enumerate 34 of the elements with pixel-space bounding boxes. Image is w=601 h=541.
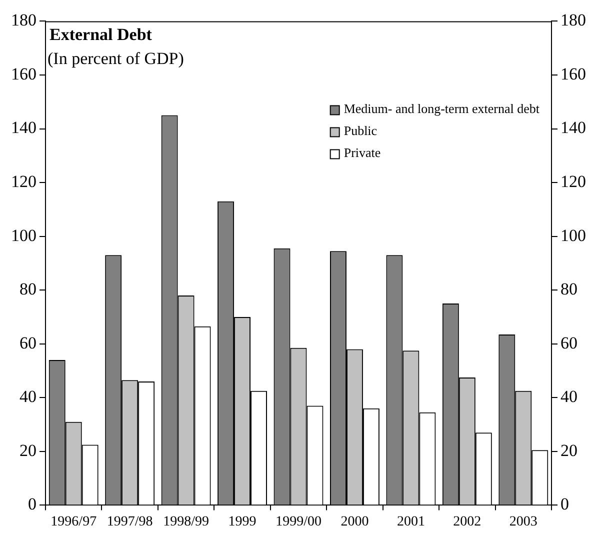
legend-label: Private bbox=[344, 145, 381, 160]
y2-tick-label: 160 bbox=[560, 64, 586, 84]
y2-tick-label: 60 bbox=[560, 333, 578, 352]
x-tick-label: 1997/98 bbox=[106, 514, 153, 530]
y-tick-label: 20 bbox=[20, 440, 36, 460]
y2-tick-label: 80 bbox=[560, 280, 578, 299]
legend-label: Public bbox=[344, 123, 378, 138]
x-tick-label: 2003 bbox=[509, 514, 538, 530]
y-tick-label: 60 bbox=[20, 333, 36, 352]
x-tick-label: 2000 bbox=[340, 514, 369, 530]
y-tick-label: 120 bbox=[11, 172, 36, 191]
text: (In percent of GDP) bbox=[48, 49, 184, 68]
y-tick-label: 140 bbox=[11, 118, 36, 138]
y2-tick-label: 20 bbox=[560, 440, 578, 460]
y2-tick-label: 140 bbox=[560, 118, 586, 138]
x-tick-label: 1999/00 bbox=[276, 514, 322, 530]
y2-tick-label: 0 bbox=[560, 494, 569, 514]
y2-tick-label: 180 bbox=[560, 10, 586, 30]
x-tick-label: 1996/97 bbox=[50, 514, 97, 530]
y2-tick-label: 100 bbox=[560, 226, 586, 245]
y-tick-label: 100 bbox=[11, 226, 36, 245]
x-tick-label: 1999 bbox=[228, 514, 256, 530]
y-tick-label: 160 bbox=[11, 64, 36, 84]
y-tick-label: 180 bbox=[11, 10, 36, 30]
y-tick-label: 40 bbox=[20, 387, 36, 406]
y2-tick-label: 120 bbox=[560, 172, 586, 191]
y-tick-label: 0 bbox=[28, 494, 36, 514]
legend-label: Medium- and long-term external debt bbox=[344, 101, 540, 116]
x-tick-label: 2001 bbox=[396, 514, 425, 530]
chart-title: External Debt bbox=[50, 25, 152, 44]
y2-tick-label: 40 bbox=[560, 387, 578, 406]
x-tick-label: 1998/99 bbox=[163, 514, 209, 530]
x-tick-label: 2002 bbox=[453, 514, 482, 530]
y-tick-label: 80 bbox=[20, 280, 36, 299]
